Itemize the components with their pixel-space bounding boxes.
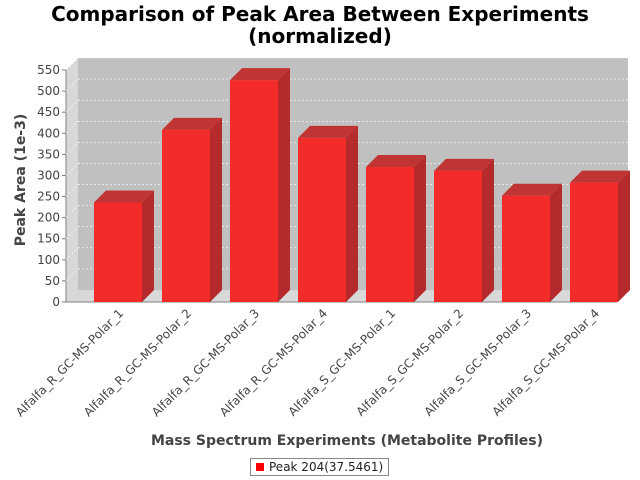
grid-line-side xyxy=(65,142,79,155)
grid-line-side xyxy=(65,247,79,261)
y-tick-label: 300 xyxy=(37,168,60,182)
y-tick-label: 400 xyxy=(37,126,60,140)
bar-top xyxy=(298,125,358,138)
bar xyxy=(502,183,562,302)
bar xyxy=(434,158,494,302)
bar-front xyxy=(366,167,414,302)
grid-line-side xyxy=(65,78,79,92)
bar-front xyxy=(570,182,618,302)
grid-line-side xyxy=(65,57,79,71)
bar-top xyxy=(366,155,426,168)
bar xyxy=(94,190,154,302)
y-tick-label: 450 xyxy=(37,105,60,119)
x-tick-label: Alfalfa_R_GC-MS-Polar_1 xyxy=(13,306,126,419)
y-tick-label: 550 xyxy=(37,63,60,77)
bar xyxy=(298,125,358,303)
y-tick-label: 200 xyxy=(37,211,60,225)
bar-side xyxy=(550,183,562,302)
grid-line-side xyxy=(65,184,79,197)
y-tick-label: 100 xyxy=(37,253,60,267)
y-tick-label: 250 xyxy=(37,190,60,204)
bar-top xyxy=(570,170,630,183)
bar xyxy=(570,170,630,302)
grid-line-side xyxy=(65,99,79,113)
bar-front xyxy=(230,80,278,303)
y-tick-label: 150 xyxy=(37,232,60,246)
grid-line-side xyxy=(65,226,79,239)
y-axis-label: Peak Area (1e-3) xyxy=(13,114,29,247)
chart-title-line-2: (normalized) xyxy=(248,24,392,48)
legend-swatch xyxy=(256,463,264,471)
bar-front xyxy=(434,170,482,302)
bar-side xyxy=(482,158,494,302)
grid-line-side xyxy=(65,268,79,282)
y-tick-label: 350 xyxy=(37,147,60,161)
legend-label: Peak 204(37.5461) xyxy=(269,460,384,474)
bar xyxy=(366,155,426,302)
chart-title-line-1: Comparison of Peak Area Between Experime… xyxy=(51,2,589,26)
plot-left-wall xyxy=(66,58,78,302)
bar-top xyxy=(230,68,290,81)
legend: Peak 204(37.5461) xyxy=(250,458,390,476)
bar-side xyxy=(618,170,630,302)
bar xyxy=(162,117,222,302)
bar-top xyxy=(502,183,562,196)
bar-side xyxy=(414,155,426,302)
grid-line-side xyxy=(65,205,79,218)
x-axis-label: Mass Spectrum Experiments (Metabolite Pr… xyxy=(151,433,543,449)
bar-side xyxy=(346,125,358,303)
grid-line-side xyxy=(65,121,79,134)
bar-top xyxy=(162,117,222,130)
bar-front xyxy=(502,195,550,302)
y-tick-label: 0 xyxy=(52,295,60,309)
bar-top xyxy=(434,158,494,171)
grid-line-side xyxy=(65,163,79,176)
y-tick-label: 50 xyxy=(45,274,60,288)
bar xyxy=(230,68,290,303)
bar-front xyxy=(94,202,142,302)
y-tick-label: 500 xyxy=(37,84,60,98)
bar-side xyxy=(142,190,154,302)
bar-top xyxy=(94,190,154,203)
bar-front xyxy=(162,129,210,302)
bar-side xyxy=(210,117,222,302)
bar-front xyxy=(298,137,346,302)
bar-side xyxy=(278,68,290,303)
